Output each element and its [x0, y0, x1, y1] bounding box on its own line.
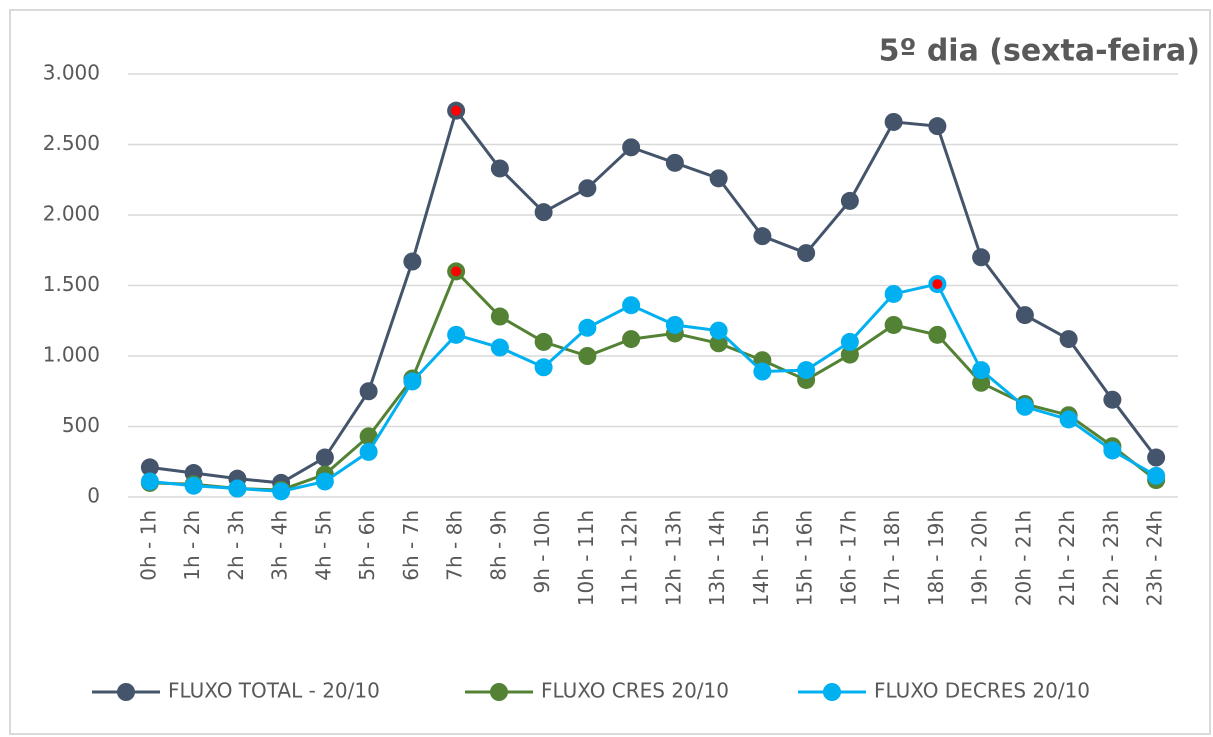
legend-label: FLUXO TOTAL - 20/10	[168, 679, 380, 703]
data-point	[578, 179, 597, 198]
data-point	[928, 117, 947, 136]
data-point	[709, 169, 728, 188]
y-tick-label: 500	[62, 413, 100, 437]
data-point	[1147, 466, 1166, 485]
data-point	[840, 345, 859, 364]
data-point	[184, 476, 203, 495]
x-tick-label: 1h - 2h	[180, 510, 204, 581]
x-tick-label: 3h - 4h	[268, 510, 292, 581]
x-tick-label: 9h - 10h	[530, 510, 554, 593]
data-point	[840, 191, 859, 210]
data-point	[972, 361, 991, 380]
x-tick-label: 4h - 5h	[311, 510, 335, 581]
data-point	[359, 382, 378, 401]
x-tick-label: 19h - 20h	[968, 510, 992, 606]
data-point	[884, 284, 903, 303]
y-tick-label: 3.000	[43, 61, 100, 85]
data-point	[1015, 397, 1034, 416]
data-point	[447, 325, 466, 344]
data-point	[753, 227, 772, 246]
data-point	[403, 252, 422, 271]
legend-marker	[117, 683, 135, 701]
data-point	[972, 248, 991, 267]
data-point	[1147, 448, 1166, 467]
data-point	[665, 315, 684, 334]
data-point	[797, 244, 816, 263]
data-point	[490, 159, 509, 178]
x-tick-label: 8h - 9h	[486, 510, 510, 581]
data-point	[272, 482, 291, 501]
data-point	[928, 325, 947, 344]
legend-label: FLUXO DECRES 20/10	[874, 679, 1090, 703]
data-point	[534, 358, 553, 377]
data-point	[578, 318, 597, 337]
x-tick-label: 21h - 22h	[1055, 510, 1079, 606]
x-tick-label: 2h - 3h	[224, 510, 248, 581]
data-point	[1103, 441, 1122, 460]
data-point	[884, 112, 903, 131]
y-tick-label: 1.500	[43, 272, 100, 296]
data-point	[403, 372, 422, 391]
chart-title: 5º dia (sexta-feira)	[879, 34, 1200, 69]
data-point	[709, 321, 728, 340]
highlight-point	[451, 105, 462, 116]
data-point	[534, 332, 553, 351]
legend-marker	[490, 683, 508, 701]
data-point	[359, 442, 378, 461]
data-point	[753, 362, 772, 381]
data-point	[797, 361, 816, 380]
x-tick-label: 22h - 23h	[1099, 510, 1123, 606]
data-point	[884, 315, 903, 334]
y-tick-label: 2.500	[43, 131, 100, 155]
data-point	[622, 296, 641, 315]
x-tick-label: 0h - 1h	[136, 510, 160, 581]
data-point	[972, 373, 991, 392]
legend-marker	[823, 683, 841, 701]
data-point	[359, 427, 378, 446]
x-tick-label: 14h - 15h	[749, 510, 773, 606]
data-point	[534, 203, 553, 222]
data-point	[840, 332, 859, 351]
x-tick-label: 18h - 19h	[924, 510, 948, 606]
x-tick-label: 6h - 7h	[399, 510, 423, 581]
data-point	[490, 338, 509, 357]
data-point	[140, 458, 159, 477]
x-tick-label: 7h - 8h	[443, 510, 467, 581]
data-point	[665, 153, 684, 172]
data-point	[578, 347, 597, 365]
x-tick-label: 13h - 14h	[705, 510, 729, 606]
data-point	[315, 472, 334, 491]
y-tick-label: 1.000	[43, 343, 100, 367]
data-point	[709, 334, 728, 353]
y-tick-label: 0	[87, 484, 100, 508]
x-tick-label: 5h - 6h	[355, 510, 379, 581]
highlight-point	[932, 279, 943, 290]
y-tick-label: 2.000	[43, 202, 100, 226]
data-point	[1059, 330, 1078, 349]
data-point	[1103, 390, 1122, 409]
x-tick-label: 15h - 16h	[793, 510, 817, 606]
x-tick-label: 23h - 24h	[1143, 510, 1167, 606]
data-point	[228, 479, 247, 498]
x-tick-label: 20h - 21h	[1011, 510, 1035, 606]
data-point	[1059, 410, 1078, 429]
data-point	[490, 307, 509, 326]
x-tick-label: 12h - 13h	[661, 510, 685, 606]
x-tick-label: 10h - 11h	[574, 510, 598, 606]
data-point	[315, 448, 334, 467]
data-point	[1015, 306, 1034, 325]
x-tick-label: 11h - 12h	[618, 510, 642, 606]
data-point	[622, 330, 641, 349]
data-point	[622, 138, 641, 157]
x-tick-label: 17h - 18h	[880, 510, 904, 606]
x-tick-label: 16h - 17h	[836, 510, 860, 606]
legend-label: FLUXO CRES 20/10	[541, 679, 729, 703]
chart-frame	[9, 9, 1211, 735]
highlight-point	[451, 266, 462, 277]
data-point	[140, 472, 159, 491]
